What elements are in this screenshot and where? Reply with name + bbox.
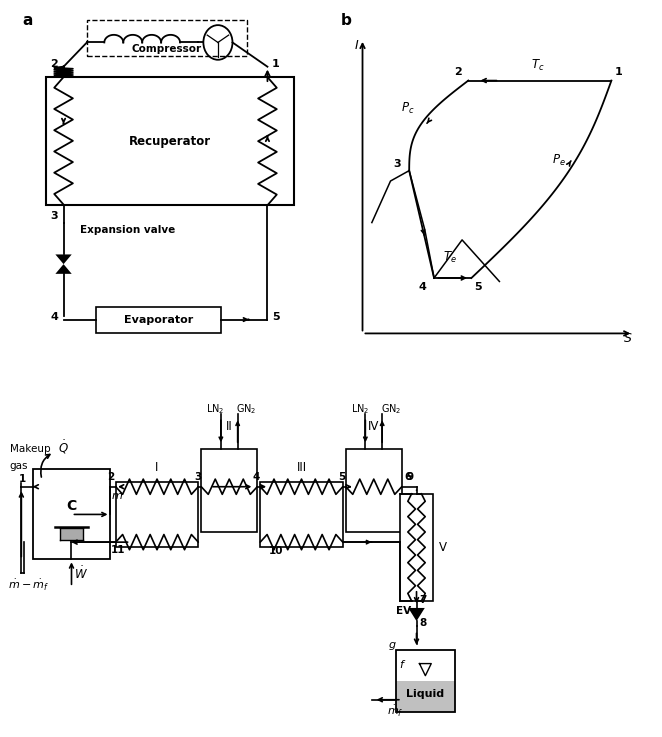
Bar bbox=[201, 449, 258, 532]
Text: V: V bbox=[439, 541, 447, 553]
Text: $\dot{m}_f$: $\dot{m}_f$ bbox=[387, 704, 404, 719]
Bar bbox=[60, 527, 83, 540]
Text: 4: 4 bbox=[50, 312, 58, 321]
Text: gas: gas bbox=[9, 461, 28, 472]
Text: 5: 5 bbox=[272, 312, 279, 321]
Text: S: S bbox=[624, 332, 632, 345]
Text: 1: 1 bbox=[19, 473, 26, 483]
Text: Compressor: Compressor bbox=[132, 43, 202, 54]
Text: 3: 3 bbox=[394, 159, 401, 170]
Bar bbox=[396, 681, 455, 712]
Text: 2: 2 bbox=[454, 67, 462, 77]
Text: IV: IV bbox=[368, 419, 379, 433]
Bar bbox=[33, 469, 110, 559]
Text: GN$_2$: GN$_2$ bbox=[236, 402, 257, 416]
Text: b: b bbox=[341, 13, 352, 28]
Text: 5: 5 bbox=[475, 282, 482, 292]
Text: Recuperator: Recuperator bbox=[129, 135, 211, 147]
Text: III: III bbox=[297, 461, 307, 474]
Bar bbox=[401, 494, 433, 601]
Text: $P_c$: $P_c$ bbox=[401, 101, 415, 116]
Text: $\dot{m}$: $\dot{m}$ bbox=[111, 489, 123, 502]
Text: 1: 1 bbox=[272, 59, 279, 69]
Text: $\dot{W}$: $\dot{W}$ bbox=[74, 565, 89, 581]
Bar bbox=[87, 20, 247, 56]
Text: 5: 5 bbox=[338, 472, 346, 483]
Bar bbox=[116, 481, 199, 548]
Text: 11: 11 bbox=[111, 545, 126, 554]
Bar bbox=[46, 77, 294, 206]
Text: $\dot{Q}$: $\dot{Q}$ bbox=[58, 438, 69, 455]
Text: a: a bbox=[23, 13, 33, 28]
Bar bbox=[396, 649, 455, 681]
Text: 8: 8 bbox=[420, 618, 427, 629]
Text: $T_e$: $T_e$ bbox=[444, 250, 457, 265]
Text: $T_c$: $T_c$ bbox=[530, 57, 544, 72]
Text: II: II bbox=[226, 419, 232, 433]
Polygon shape bbox=[56, 254, 71, 264]
Bar bbox=[396, 649, 455, 712]
Text: GN$_2$: GN$_2$ bbox=[381, 402, 401, 416]
Text: $P_e$: $P_e$ bbox=[552, 153, 566, 168]
Text: 2: 2 bbox=[107, 472, 114, 483]
Text: Makeup: Makeup bbox=[9, 444, 50, 454]
Text: C: C bbox=[66, 499, 77, 513]
Polygon shape bbox=[56, 264, 71, 274]
Text: LN$_2$: LN$_2$ bbox=[206, 402, 224, 416]
Text: 3: 3 bbox=[50, 211, 58, 221]
Text: 4: 4 bbox=[253, 472, 260, 483]
Text: g: g bbox=[389, 640, 396, 650]
Bar bbox=[346, 449, 402, 532]
Bar bbox=[260, 481, 343, 548]
Text: $\dot{m} - \dot{m}_f$: $\dot{m} - \dot{m}_f$ bbox=[8, 578, 49, 593]
Text: f: f bbox=[399, 660, 402, 670]
Text: I: I bbox=[156, 461, 159, 474]
Bar bbox=[95, 307, 221, 333]
Text: 4: 4 bbox=[418, 282, 426, 292]
Text: LN$_2$: LN$_2$ bbox=[351, 402, 369, 416]
Text: Expansion valve: Expansion valve bbox=[79, 225, 175, 235]
Text: 10: 10 bbox=[269, 546, 283, 556]
Text: 9: 9 bbox=[406, 472, 413, 483]
Text: Liquid: Liquid bbox=[406, 689, 444, 699]
Polygon shape bbox=[408, 608, 425, 621]
Text: Evaporator: Evaporator bbox=[124, 315, 193, 326]
Text: 7: 7 bbox=[419, 595, 426, 605]
Text: EV: EV bbox=[396, 607, 411, 616]
Text: 3: 3 bbox=[194, 472, 201, 483]
Text: I: I bbox=[355, 39, 359, 52]
Text: 2: 2 bbox=[50, 59, 58, 69]
Text: 6: 6 bbox=[404, 472, 412, 483]
Text: 1: 1 bbox=[614, 67, 622, 77]
